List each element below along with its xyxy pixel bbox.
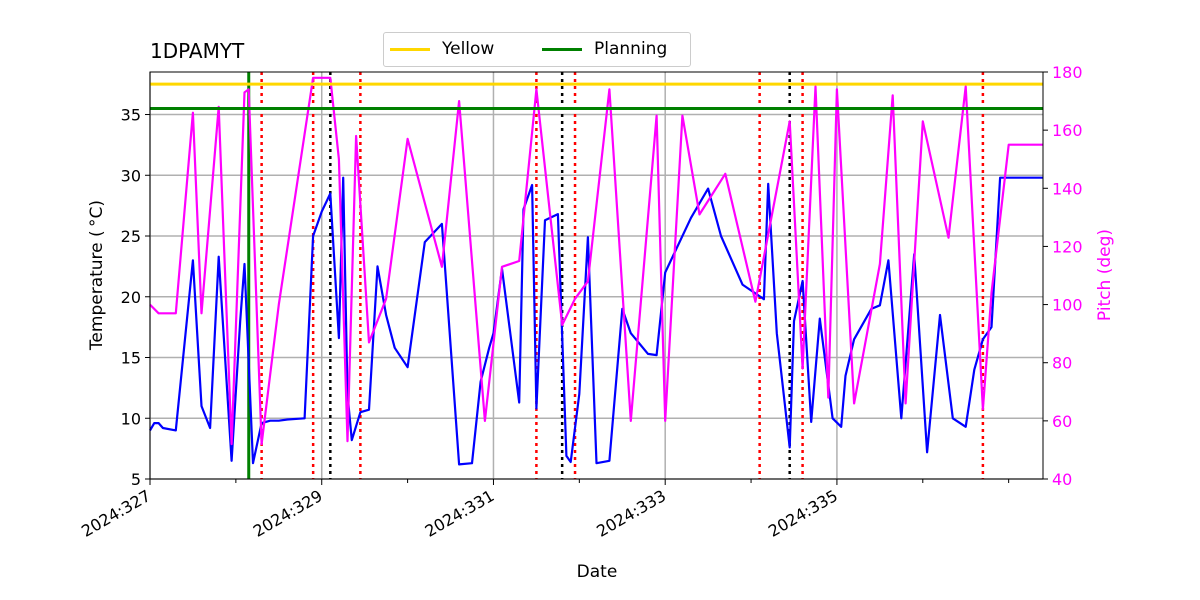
- y-left-tick-label: 25: [121, 227, 141, 246]
- y-right-tick-label: 120: [1052, 237, 1083, 256]
- legend-swatch-planning: [542, 48, 582, 51]
- series-line-pitch: [149, 76, 1043, 446]
- y-left-tick-label: 20: [121, 288, 141, 307]
- x-axis-label: Date: [577, 562, 618, 582]
- x-tick-label: 2024:331: [422, 486, 498, 541]
- plot-area-frame: [149, 71, 1044, 480]
- legend: Yellow Planning: [383, 32, 691, 67]
- y-left-tick-label: 5: [131, 470, 141, 489]
- y-left-tick-label: 10: [121, 409, 141, 428]
- series-line-temperature: [149, 176, 1043, 466]
- y-right-tick-label: 100: [1052, 296, 1083, 315]
- y-axis-label-left: Temperature ( °C): [87, 200, 107, 351]
- legend-swatch-yellow: [390, 48, 430, 51]
- y-axis-label-right: Pitch (deg): [1095, 229, 1115, 321]
- x-tick-label: 2024:327: [78, 486, 154, 541]
- y-right-tick-label: 180: [1052, 63, 1083, 82]
- legend-label-planning: Planning: [594, 39, 668, 59]
- y-right-tick-label: 60: [1052, 412, 1072, 431]
- x-tick-label: 2024:329: [250, 486, 326, 541]
- y-left-tick-label: 30: [121, 166, 141, 185]
- x-tick-label: 2024:333: [593, 486, 669, 541]
- y-right-tick-label: 40: [1052, 470, 1072, 489]
- y-right-tick-label: 160: [1052, 121, 1083, 140]
- chart-title: 1DPAMYT: [150, 39, 245, 63]
- y-right-tick-label: 80: [1052, 354, 1072, 373]
- data-series: [149, 72, 1043, 479]
- axes: 5 10 15 20 25 30 35 40 60 80 100 120 140 160 180 2024:3…: [78, 63, 1082, 541]
- y-right-tick-label: 140: [1052, 179, 1083, 198]
- x-tick-label: 2024:335: [765, 486, 841, 541]
- y-left-tick-label: 35: [121, 106, 141, 125]
- legend-label-yellow: Yellow: [442, 39, 495, 59]
- y-left-tick-label: 15: [121, 349, 141, 368]
